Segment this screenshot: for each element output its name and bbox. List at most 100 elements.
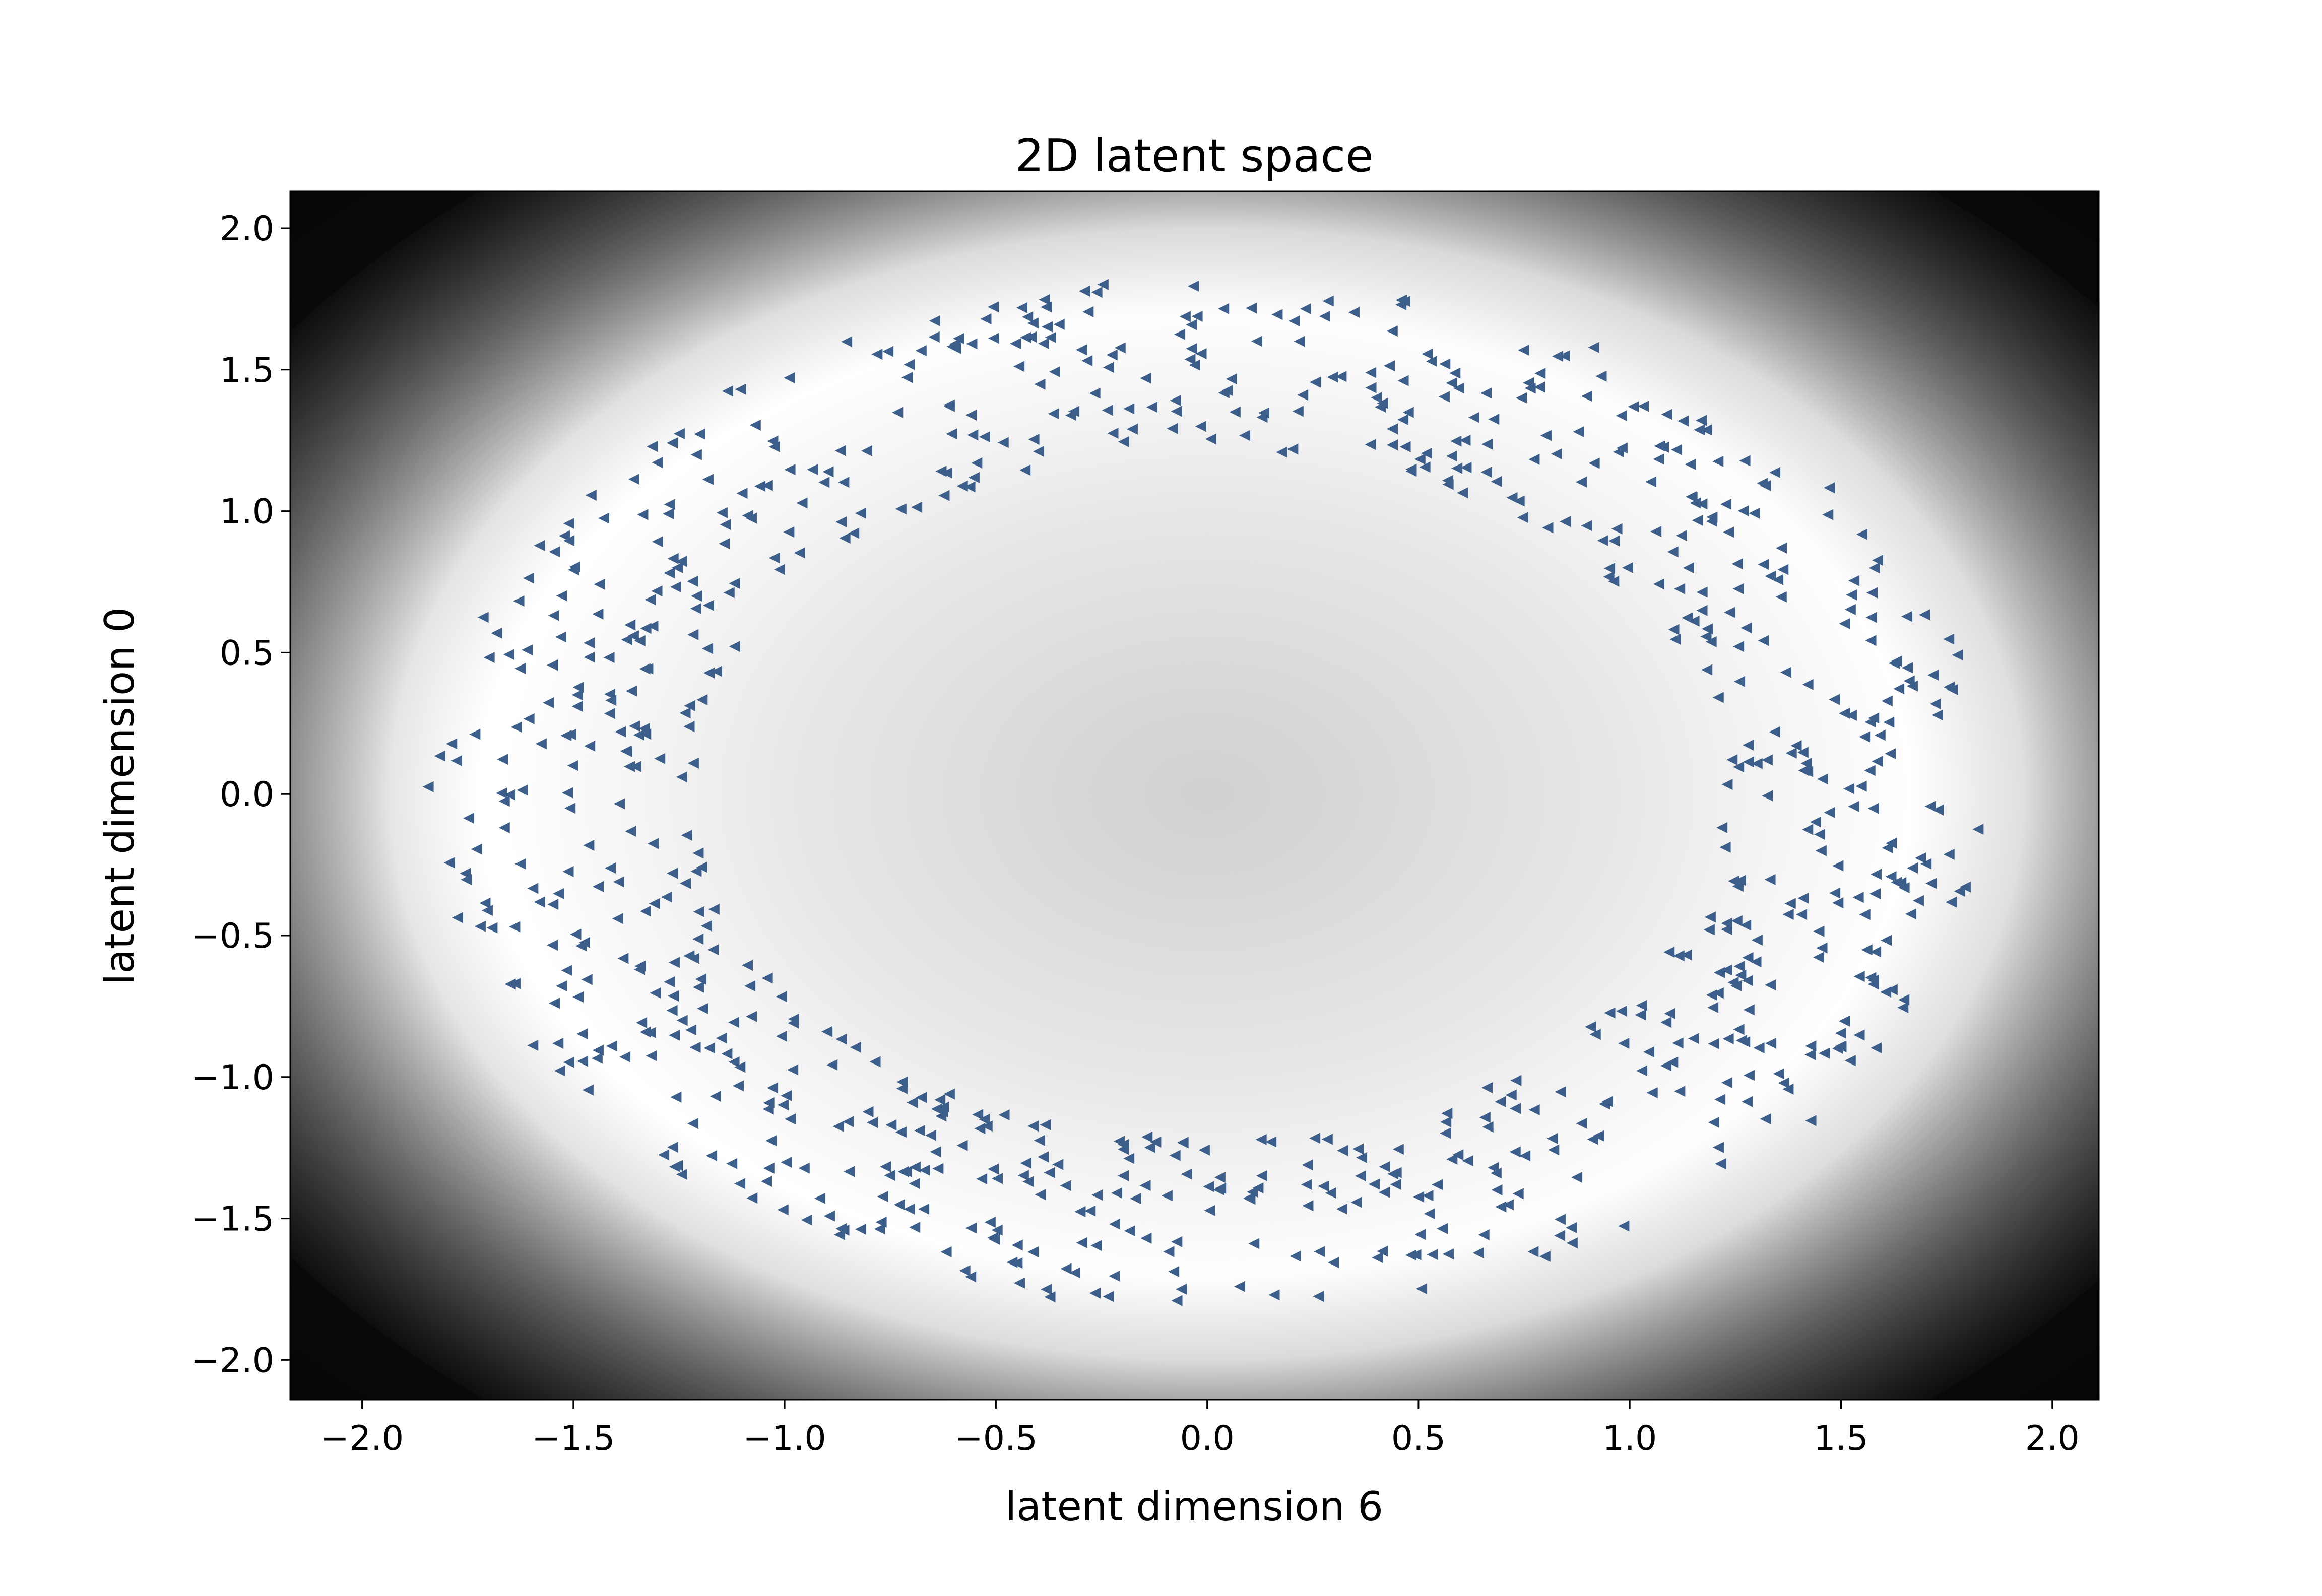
data-point [991, 1173, 1003, 1184]
data-point [777, 1204, 789, 1216]
data-point [707, 944, 719, 956]
data-point [1348, 307, 1360, 318]
data-point [915, 345, 927, 357]
data-point [1832, 860, 1844, 872]
data-point [1611, 523, 1623, 535]
data-point [1327, 371, 1338, 383]
x-axis: −2.0 −1.5 −1.0 −0.5 0.0 0.5 1.0 1.5 2.0 [320, 1400, 2080, 1458]
data-point [1402, 407, 1414, 418]
data-point [639, 1026, 651, 1038]
data-point [909, 1222, 921, 1233]
data-point [606, 1040, 617, 1052]
data-point [1822, 509, 1834, 520]
data-point [1947, 684, 1958, 695]
data-point [1413, 1191, 1425, 1203]
data-point [1081, 355, 1093, 367]
data-point [1386, 325, 1398, 337]
data-point [1517, 512, 1528, 523]
data-point [1195, 421, 1206, 432]
data-point [1872, 756, 1883, 767]
data-point [1817, 773, 1828, 785]
data-point [670, 1091, 682, 1103]
data-point [625, 685, 637, 697]
data-point [1214, 1172, 1226, 1183]
data-point [1733, 641, 1745, 652]
data-point [647, 620, 659, 632]
data-point [1518, 345, 1529, 356]
data-point [504, 978, 516, 990]
data-point [997, 437, 1009, 448]
data-point [1090, 1240, 1102, 1251]
data-point [895, 1126, 907, 1138]
data-point [1716, 822, 1728, 833]
data-point [850, 1041, 861, 1053]
data-point [652, 536, 663, 548]
data-point [1546, 1133, 1558, 1144]
data-point [504, 789, 516, 801]
data-point [1365, 367, 1377, 378]
data-point [1379, 1186, 1390, 1198]
data-point [664, 499, 675, 510]
data-point [1782, 1083, 1794, 1095]
data-point [1292, 406, 1304, 417]
data-point [1301, 1179, 1312, 1190]
data-point [787, 1064, 799, 1076]
data-point [667, 1142, 679, 1153]
data-point [664, 567, 675, 579]
data-point [1025, 331, 1037, 343]
data-point [925, 1129, 937, 1141]
y-tick-label: −1.5 [191, 1200, 274, 1239]
data-point [1839, 707, 1850, 719]
data-point [1893, 683, 1905, 695]
data-point [1731, 558, 1743, 570]
data-point [617, 953, 629, 964]
data-point [1289, 1250, 1301, 1262]
data-point [1843, 783, 1855, 794]
data-point [1604, 1007, 1616, 1019]
data-point [1882, 842, 1893, 854]
data-point [1739, 1036, 1751, 1048]
data-point [1764, 874, 1776, 885]
data-point [570, 928, 582, 940]
data-point [1555, 1086, 1566, 1098]
data-point [814, 1192, 826, 1204]
data-point [1013, 1277, 1025, 1289]
data-point [603, 652, 615, 663]
data-point [571, 701, 583, 712]
data-point [1737, 505, 1749, 517]
data-point [832, 1120, 844, 1132]
data-point [700, 920, 712, 932]
data-point [685, 1024, 697, 1036]
data-point [582, 1084, 594, 1096]
y-tick-label: −1.0 [191, 1058, 274, 1098]
data-point [1060, 1180, 1071, 1191]
data-point [972, 1109, 984, 1120]
data-point [1731, 915, 1743, 926]
data-point [1674, 583, 1686, 594]
data-point [1859, 731, 1870, 743]
data-point [684, 700, 695, 711]
data-point [1523, 377, 1534, 388]
data-point [1204, 1205, 1215, 1216]
data-point [1457, 487, 1468, 499]
data-point [1650, 526, 1662, 538]
data-point [1943, 633, 1955, 645]
data-point [784, 372, 795, 383]
data-point [534, 540, 545, 551]
data-point [483, 652, 495, 663]
data-point [1174, 328, 1186, 340]
data-point [1853, 1029, 1865, 1041]
data-point [1552, 351, 1564, 362]
data-point [1708, 1117, 1719, 1128]
data-point [510, 721, 522, 733]
data-point [1103, 362, 1114, 373]
data-point [513, 595, 525, 607]
data-point [1034, 1135, 1045, 1146]
data-point [1805, 1115, 1817, 1126]
data-point [1839, 618, 1850, 629]
data-point [443, 857, 455, 869]
data-point [1714, 1094, 1726, 1105]
data-point [584, 637, 595, 649]
data-point [503, 649, 514, 660]
data-point [1810, 816, 1822, 828]
